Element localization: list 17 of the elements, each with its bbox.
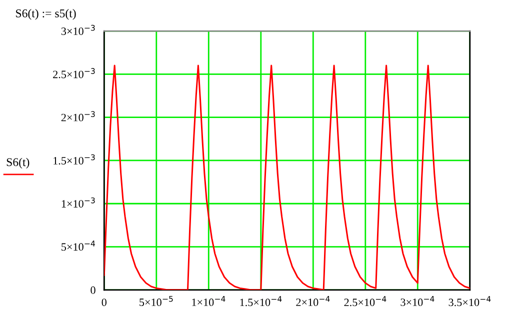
- x-tick-label: 1.5×10$^{−4}$: [240, 296, 282, 306]
- y-tick-label: 3×10$^{−3}$: [61, 24, 95, 35]
- x-tick-label: 3.5×10$^{−4}$: [448, 296, 491, 306]
- x-tick-label: 3×10$^{−4}$: [400, 296, 434, 306]
- x-tick-label: 2.5×10$^{−4}$: [344, 296, 386, 306]
- x-tick-label: 0: [102, 298, 106, 306]
- y-axis-title: S6(t): [6, 158, 30, 169]
- y-tick-label: 2×10$^{−3}$: [61, 111, 95, 122]
- y-tick-label: 5×10$^{−4}$: [62, 240, 95, 251]
- x-tick-label: 5×10$^{−5}$: [140, 296, 173, 306]
- y-tick-label: 2.5×10$^{−3}$: [53, 68, 95, 78]
- y-tick-label: 1×10$^{−3}$: [62, 197, 95, 208]
- x-tick-label: 2×10$^{−4}$: [296, 296, 330, 306]
- chart-title: S6(t) := s5(t): [16, 9, 76, 20]
- x-tick-label: 1×10$^{−4}$: [192, 296, 226, 306]
- y-tick-label: 0: [90, 286, 96, 294]
- y-tick-label: 1.5×10$^{−3}$: [54, 154, 95, 165]
